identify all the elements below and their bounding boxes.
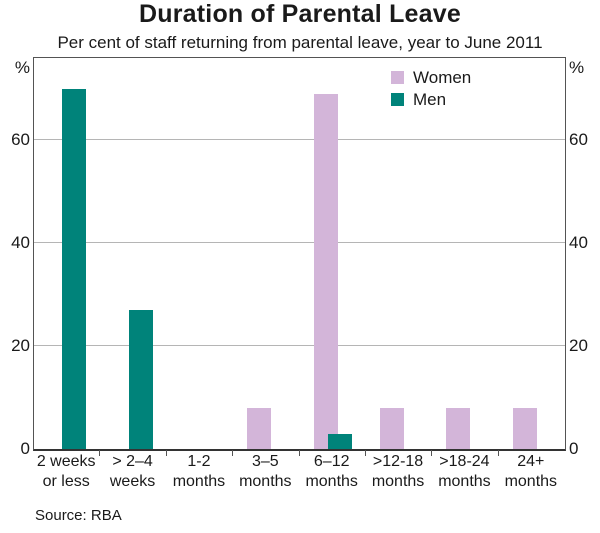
x-tick-label-line1: >12-18	[372, 453, 424, 470]
men-bar	[128, 310, 153, 449]
women-bar	[247, 407, 272, 449]
x-tick-label-line1: > 2–4	[112, 453, 153, 470]
chart-title: Duration of Parental Leave	[139, 0, 461, 28]
category-slot	[167, 58, 233, 449]
gridline-20	[34, 345, 565, 347]
x-tick-label-line1: 6–12	[313, 453, 350, 470]
plot-area: Women Men	[33, 57, 566, 451]
legend-label-men: Men	[413, 90, 447, 109]
y-tick-label-left-20: 20	[11, 336, 30, 355]
x-tick-label-line2: months	[172, 473, 226, 490]
x-tick-label-line2: months	[504, 473, 558, 490]
men-bar	[327, 433, 352, 449]
x-tick-label: 2 weeks or less	[33, 452, 99, 492]
men-series-swatch-icon	[391, 93, 404, 106]
x-tick-label-line2: months	[305, 473, 358, 490]
men-bar	[62, 88, 87, 449]
x-tick-label-line1: >18-24	[439, 453, 490, 470]
y-tick-label-right-0: 0	[569, 439, 579, 458]
category-slot	[300, 58, 366, 449]
x-tick-label-line1: 2 weeks	[36, 453, 96, 470]
x-tick-label: >18-24 months	[431, 452, 497, 492]
x-tick-label: 24+ months	[498, 452, 564, 492]
y-tick-label-left-0: 0	[20, 439, 30, 458]
y-tick-label-right-40: 40	[569, 233, 588, 252]
y-tick-label-left-60: 60	[11, 130, 30, 149]
x-tick-label-line1: 3–5	[251, 453, 279, 470]
x-axis-boundary-tick	[299, 450, 300, 456]
x-tick-label-line1: 24+	[517, 453, 545, 470]
x-tick-label: > 2–4 weeks	[99, 452, 165, 492]
category-slot	[233, 58, 299, 449]
gridline-40	[34, 242, 565, 244]
women-bar	[380, 407, 405, 449]
x-tick-label-line2: or less	[42, 473, 90, 490]
x-tick-label-line2: months	[239, 473, 292, 490]
x-tick-label-line1: 1-2	[187, 453, 211, 470]
x-tick-label-line2: weeks	[109, 473, 156, 490]
source-note: Source: RBA	[35, 507, 122, 524]
legend-label-women: Women	[413, 68, 472, 87]
y-axis-unit-right: %	[569, 58, 585, 77]
x-tick-label: 3–5 months	[232, 452, 298, 492]
x-axis-boundary-tick	[232, 450, 233, 456]
category-slot	[34, 58, 100, 449]
x-axis-boundary-tick	[431, 450, 432, 456]
women-bar	[313, 94, 338, 449]
women-bar	[446, 407, 471, 449]
legend-item-women: Women	[391, 69, 471, 86]
x-tick-label: 1-2 months	[166, 452, 232, 492]
legend-item-men: Men	[391, 91, 471, 108]
x-tick-label: 6–12 months	[299, 452, 365, 492]
x-tick-label-line2: months	[438, 473, 491, 490]
y-axis-unit-left: %	[14, 58, 30, 77]
x-tick-label-line2: months	[371, 473, 425, 490]
chart-subtitle: Per cent of staff returning from parenta…	[57, 33, 543, 52]
x-axis-boundary-tick	[99, 450, 100, 456]
gridline-60	[34, 139, 565, 141]
category-slot	[432, 58, 498, 449]
legend: Women Men	[391, 69, 471, 113]
y-tick-label-left-40: 40	[11, 233, 30, 252]
x-axis-boundary-tick	[365, 450, 366, 456]
y-tick-label-right-60: 60	[569, 130, 588, 149]
x-axis-boundary-tick	[166, 450, 167, 456]
category-slot	[100, 58, 166, 449]
y-tick-label-right-20: 20	[569, 336, 588, 355]
category-slot	[499, 58, 565, 449]
women-series-swatch-icon	[391, 71, 404, 84]
x-tick-label: >12-18 months	[365, 452, 431, 492]
women-bar	[512, 407, 537, 449]
category-slot	[366, 58, 432, 449]
x-axis-boundary-tick	[498, 450, 499, 456]
